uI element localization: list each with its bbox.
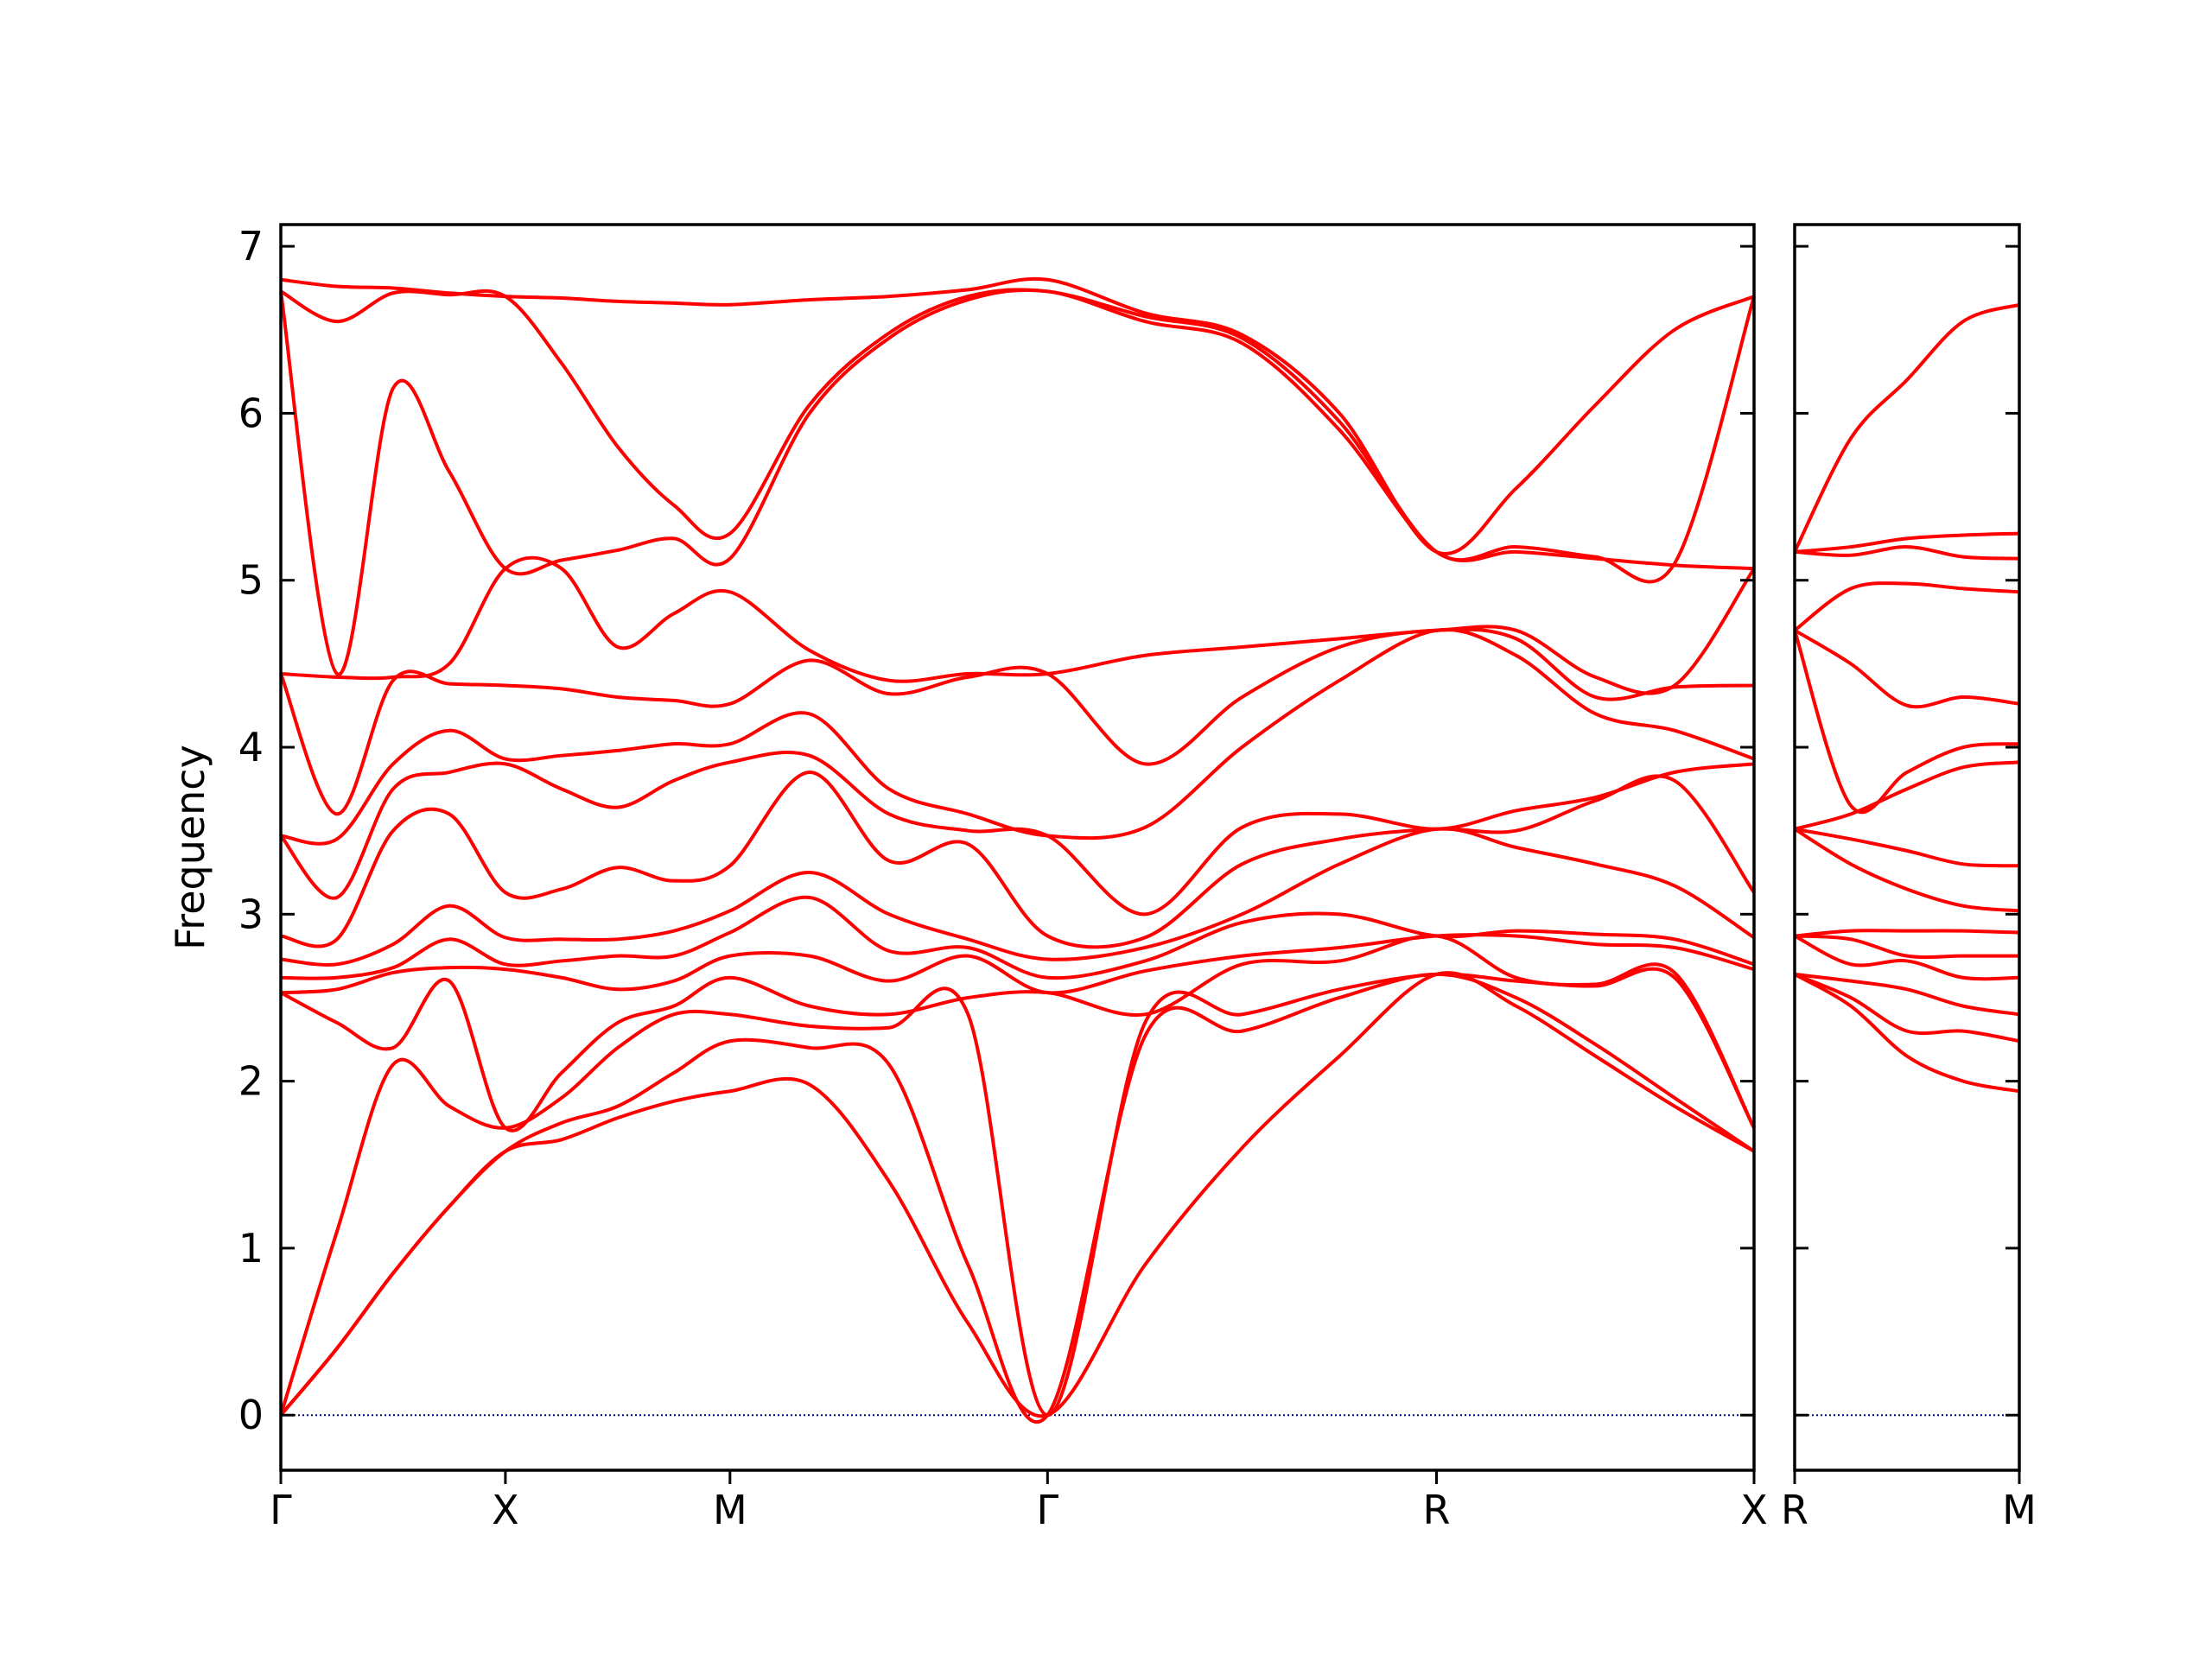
band-line bbox=[1794, 973, 2020, 1094]
band-line bbox=[1794, 827, 2020, 868]
band-line bbox=[280, 771, 1756, 949]
x-tick-label: R bbox=[1781, 1487, 1808, 1533]
y-tick-label: 5 bbox=[238, 557, 264, 604]
band-line bbox=[279, 288, 1756, 584]
y-tick-label: 4 bbox=[238, 724, 264, 771]
band-line bbox=[1793, 581, 2020, 632]
x-tick-label: X bbox=[1740, 1487, 1768, 1533]
band-line bbox=[280, 627, 1755, 846]
band-line bbox=[1794, 531, 2020, 554]
band-line bbox=[280, 932, 1755, 995]
x-tick-label: Γ bbox=[270, 1487, 292, 1533]
band-line bbox=[1794, 972, 2020, 1017]
y-tick-label: 7 bbox=[238, 223, 264, 270]
x-tick-label: M bbox=[713, 1487, 747, 1533]
band-line bbox=[280, 276, 1755, 555]
band-line bbox=[1793, 828, 2020, 913]
band-line bbox=[280, 934, 1756, 1132]
y-tick-label: 6 bbox=[238, 390, 264, 436]
plot-frame bbox=[1793, 223, 2021, 1472]
band-line bbox=[1794, 760, 2020, 831]
band-line bbox=[279, 972, 1756, 1424]
y-tick-label: 3 bbox=[238, 891, 264, 937]
y-tick-label: 1 bbox=[238, 1225, 264, 1272]
band-line bbox=[279, 967, 1756, 1418]
band-line bbox=[279, 288, 1755, 676]
band-line bbox=[279, 971, 1755, 1418]
band-line bbox=[280, 827, 1756, 967]
y-tick-label: 2 bbox=[238, 1058, 264, 1105]
band-line bbox=[1794, 934, 2019, 960]
x-tick-label: X bbox=[492, 1487, 519, 1533]
band-line bbox=[1794, 973, 2020, 1044]
band-line bbox=[1794, 929, 2020, 938]
band-line bbox=[279, 751, 1755, 917]
plot-frame bbox=[279, 223, 1756, 1472]
x-tick-label: M bbox=[2002, 1487, 2037, 1533]
band-line bbox=[280, 895, 1755, 980]
band-line bbox=[1794, 545, 2020, 561]
band-line bbox=[1793, 630, 2020, 815]
y-axis-label: Frequency bbox=[167, 745, 213, 950]
band-line bbox=[1793, 628, 2020, 709]
x-tick-label: R bbox=[1423, 1487, 1451, 1533]
band-line bbox=[280, 555, 1756, 695]
x-tick-label: Γ bbox=[1037, 1487, 1059, 1533]
band-line bbox=[1793, 302, 2020, 553]
y-tick-label: 0 bbox=[238, 1392, 264, 1438]
band-line bbox=[1794, 934, 2020, 981]
band-line bbox=[279, 627, 1755, 816]
